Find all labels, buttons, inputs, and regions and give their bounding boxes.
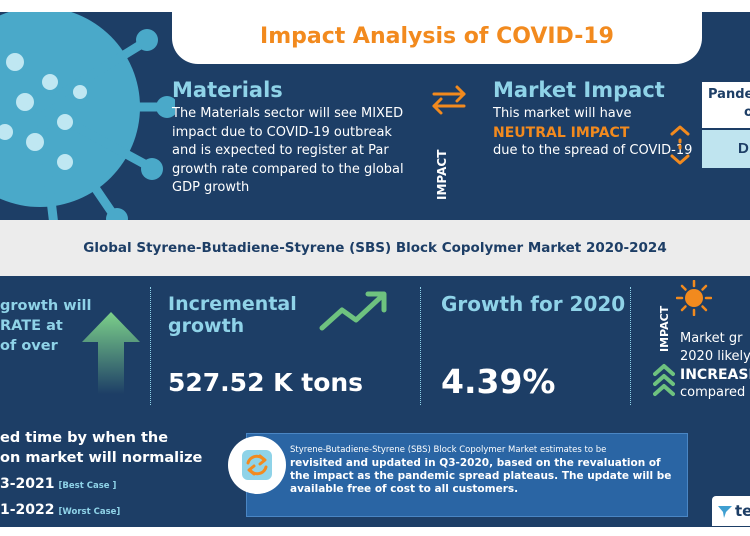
market-growth-line3: compared: [680, 385, 746, 400]
virus-icon: [0, 12, 175, 242]
market-impact-body: This market will have NEUTRAL IMPACT due…: [493, 105, 693, 161]
pandemic-panel-text: Pande on: [708, 86, 750, 122]
normalize-line2: on market will normalize: [0, 450, 203, 466]
note-text: Styrene-Butadiene-Styrene (SBS) Block Co…: [290, 444, 675, 496]
market-title: Global Styrene-Butadiene-Styrene (SBS) B…: [83, 240, 667, 256]
best-case: 3-2021 [Best Case ]: [0, 476, 116, 492]
incremental-title-line2: growth: [168, 315, 245, 337]
swap-arrows-icon: [432, 85, 466, 115]
incremental-value: 527.52 K tons: [168, 368, 364, 397]
normalize-line1: ed time by when the: [0, 430, 169, 446]
incremental-title-line1: Incremental: [168, 293, 297, 315]
logo-box: [712, 496, 750, 526]
pandemic-line1: Pande: [708, 87, 750, 102]
materials-body: The Materials sector will see MIXED impa…: [172, 106, 404, 195]
page-title: Impact Analysis of COVID-19: [260, 24, 614, 49]
market-growth-line2: 2020 likely: [680, 349, 750, 364]
logo-mark-icon: [718, 506, 732, 518]
logo-text: te: [735, 502, 750, 520]
market-growth-highlight: INCREASE: [680, 367, 750, 383]
worst-case-value: 1-2022: [0, 502, 55, 518]
best-case-tag: [Best Case ]: [58, 481, 117, 491]
up-down-arrows-icon: [670, 125, 690, 165]
pandemic-line2: on: [744, 105, 750, 120]
refresh-icon: [242, 450, 272, 480]
market-growth-text: Market gr 2020 likely INCREASE compared: [680, 330, 750, 402]
trend-up-icon: [319, 291, 387, 331]
best-case-value: 3-2021: [0, 476, 55, 492]
market-growth-line1: Market gr: [680, 331, 743, 346]
growth-2020-title: Growth for 2020: [441, 292, 626, 316]
note-box: [246, 433, 688, 517]
growth-line1: growth will: [0, 298, 92, 314]
worst-case: 1-2022 [Worst Case]: [0, 502, 120, 518]
divider: [420, 287, 421, 405]
market-impact-line2: due to the spread of COVID-19: [493, 143, 693, 158]
growth-line2: RATE at: [0, 318, 63, 334]
growth-line3: of over: [0, 338, 58, 354]
materials-title: Materials: [172, 78, 283, 102]
note-main: revisited and updated in Q3-2020, based …: [290, 457, 672, 495]
market-impact-title: Market Impact: [493, 78, 665, 102]
impact-vertical-label-2: IMPACT: [658, 305, 671, 352]
title-banner: Impact Analysis of COVID-19: [172, 12, 702, 64]
divider: [150, 287, 151, 405]
incremental-title: Incremental growth: [168, 293, 297, 337]
pandemic-badge-text: D: [738, 140, 749, 157]
sun-icon: [676, 280, 712, 316]
worst-case-tag: [Worst Case]: [58, 507, 121, 517]
impact-label: IMPACT: [435, 149, 449, 200]
impact-label-2: IMPACT: [658, 305, 671, 352]
impact-vertical-label: IMPACT: [435, 149, 449, 200]
note-icon-circle: [228, 436, 286, 494]
infographic-frame: Impact Analysis of COVID-19 Materials Th…: [0, 12, 750, 527]
up-arrow-icon: [82, 312, 140, 394]
market-band: Global Styrene-Butadiene-Styrene (SBS) B…: [0, 220, 750, 276]
divider: [630, 287, 631, 405]
chevron-up-icon: [653, 364, 675, 396]
pandemic-panel: [702, 82, 750, 128]
normalize-text: ed time by when the on market will norma…: [0, 428, 202, 468]
pandemic-badge: D: [702, 130, 750, 168]
growth-partial-text: growth will RATE at of over: [0, 296, 92, 356]
market-impact-highlight: NEUTRAL IMPACT: [493, 124, 630, 141]
note-small: Styrene-Butadiene-Styrene (SBS) Block Co…: [290, 445, 607, 455]
growth-2020-value: 4.39%: [441, 362, 556, 401]
market-impact-line1: This market will have: [493, 106, 632, 121]
